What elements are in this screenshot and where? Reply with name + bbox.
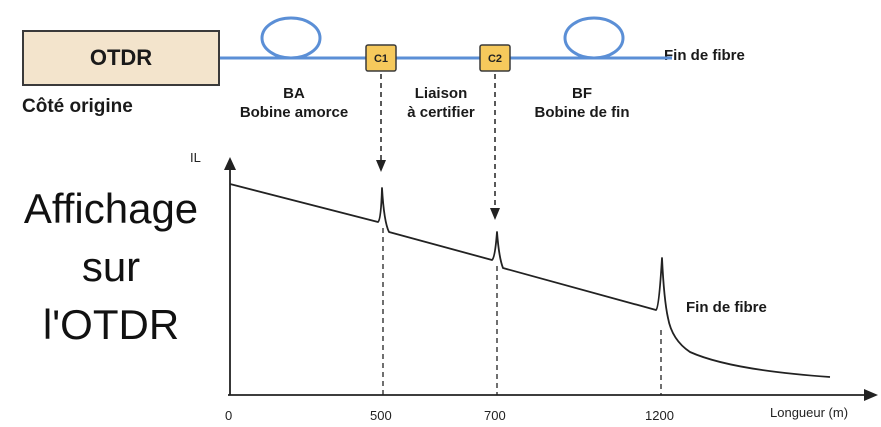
fiber-end-label-graph: Fin de fibre (686, 299, 767, 316)
display-caption-line1: Affichage (23, 185, 199, 232)
c1-arrow-head-icon (376, 160, 386, 172)
segment-ba-name: Bobine amorce (239, 104, 349, 121)
y-axis-label: IL (190, 150, 201, 165)
segment-liaison-line2: à certifier (407, 104, 475, 121)
connector-c2-label: C2 (488, 53, 502, 65)
connector-c1: C1 (365, 44, 397, 72)
fiber-end-label-top: Fin de fibre (664, 47, 745, 64)
x-tick-500: 500 (370, 408, 392, 423)
x-tick-1200: 1200 (645, 408, 674, 423)
display-caption-line2: sur (81, 243, 141, 290)
segment-bf-name: Bobine de fin (534, 104, 630, 121)
display-caption-line3: l'OTDR (42, 301, 180, 348)
segment-ba-label: BA Bobine amorce (214, 84, 374, 122)
origin-side-label: Côté origine (22, 96, 133, 117)
segment-liaison-line1: Liaison (414, 85, 468, 102)
x-axis-label: Longueur (m) (770, 405, 849, 420)
otdr-trace (229, 183, 831, 378)
display-caption: Affichage sur l'OTDR (6, 180, 216, 354)
otdr-box: OTDR (22, 30, 220, 86)
otdr-label: OTDR (89, 45, 153, 70)
x-tick-700: 700 (484, 408, 506, 423)
segment-bf-code: BF (572, 85, 592, 102)
connector-c1-label: C1 (374, 53, 388, 65)
x-tick-0: 0 (225, 408, 233, 423)
segment-liaison-label: Liaison à certifier (386, 84, 496, 122)
end-coil-icon (563, 16, 625, 60)
y-axis-arrow-icon (224, 157, 236, 170)
c2-arrow-head-icon (490, 208, 500, 220)
connector-c2: C2 (479, 44, 511, 72)
segment-ba-code: BA (283, 85, 305, 102)
segment-bf-label: BF Bobine de fin (512, 84, 652, 122)
launch-coil-icon (260, 16, 322, 60)
x-axis-arrow-icon (864, 389, 878, 401)
